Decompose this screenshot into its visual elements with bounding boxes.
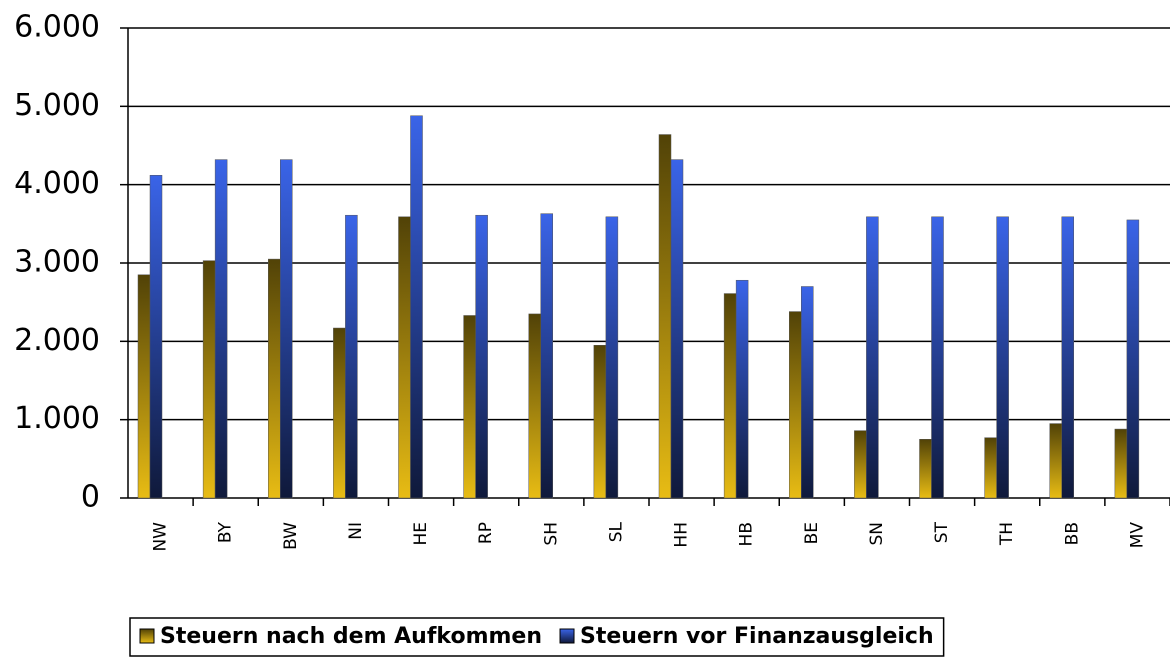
bar (1114, 428, 1128, 499)
bar (149, 175, 163, 499)
legend-swatch (559, 628, 575, 644)
bar (137, 274, 151, 499)
x-tick-label: HE (411, 522, 431, 546)
y-tick-label: 4.000 (14, 166, 100, 201)
bar (658, 134, 672, 499)
x-tick-label: NI (346, 522, 366, 540)
bar (789, 311, 802, 499)
x-tick-label: HB (737, 522, 757, 546)
bar (854, 430, 867, 499)
bar (735, 279, 749, 499)
x-tick-label: BB (1062, 522, 1082, 545)
bar (410, 115, 423, 499)
y-tick-label: 5.000 (14, 88, 100, 123)
legend-swatch (139, 628, 155, 644)
bar (214, 159, 228, 499)
y-tick-label: 3.000 (14, 245, 100, 280)
legend-box (129, 617, 945, 657)
y-tick-label: 1.000 (14, 401, 100, 436)
bar (280, 159, 293, 499)
x-tick-label: SL (606, 521, 626, 542)
x-tick-label: BW (281, 522, 301, 550)
bar (593, 345, 607, 499)
bar (723, 293, 737, 499)
bar (528, 313, 541, 499)
x-tick-label: BY (216, 521, 236, 543)
y-tick-label: 6.000 (14, 10, 100, 45)
legend-label: Steuern vor Finanzausgleich (580, 624, 934, 649)
bar (475, 214, 488, 499)
bar (866, 216, 879, 499)
x-tick-label: BE (802, 522, 822, 544)
x-tick-label: MV (1127, 522, 1147, 549)
bar (268, 258, 281, 499)
x-tick-label: ST (932, 521, 952, 543)
x-tick-label: RP (476, 522, 496, 544)
x-tick-label: SN (867, 522, 887, 546)
bar (801, 286, 814, 499)
x-tick-label: TH (997, 522, 1017, 546)
bar (919, 439, 932, 499)
bar (1126, 219, 1140, 499)
x-tick-label: HH (672, 522, 692, 548)
bar (996, 216, 1009, 499)
legend-label: Steuern nach dem Aufkommen (160, 624, 542, 649)
bar (345, 214, 358, 499)
bar (202, 260, 216, 499)
y-tick-label: 2.000 (14, 323, 100, 358)
bar (931, 216, 944, 499)
bar (463, 315, 476, 499)
bar (333, 327, 346, 499)
y-tick-label: 0 (81, 480, 100, 515)
bar (1049, 423, 1062, 499)
bar (540, 213, 553, 499)
x-tick-label: NW (151, 522, 171, 552)
bar (398, 216, 411, 499)
bar (984, 437, 997, 499)
bar (1061, 216, 1074, 499)
bar (670, 159, 684, 499)
x-tick-label: SH (541, 522, 561, 546)
bar (605, 216, 619, 499)
